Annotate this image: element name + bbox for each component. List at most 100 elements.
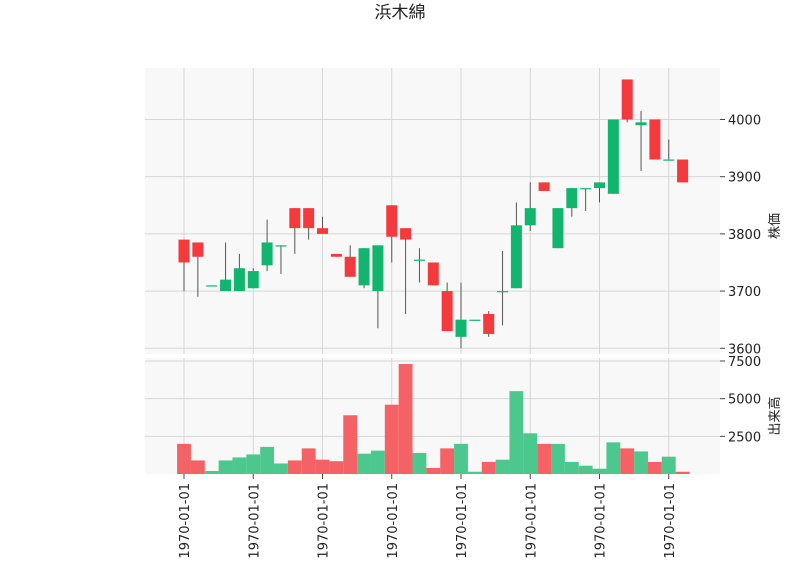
candle-body	[469, 319, 481, 321]
volume-bar	[454, 443, 468, 474]
volume-bar	[481, 461, 496, 474]
candle-body	[261, 242, 273, 266]
candle-body	[317, 228, 328, 234]
volume-bar	[440, 448, 455, 474]
price-axis-label: 株価	[768, 213, 783, 239]
candle-body	[372, 245, 384, 292]
candle-body	[275, 245, 287, 247]
candle-body	[413, 259, 425, 261]
chart-title: 浜木綿	[375, 3, 426, 23]
volume-bar	[606, 442, 621, 474]
volume-bar	[384, 404, 399, 474]
x-tick-label: 1970-01-01	[594, 483, 609, 559]
x-tick-label: 1970-01-01	[386, 483, 401, 559]
volume-bar	[177, 443, 191, 474]
volume-bar	[523, 433, 538, 474]
volume-bar	[246, 454, 261, 474]
candle-body	[206, 285, 218, 287]
volume-bar	[634, 451, 648, 474]
volume-tick-label: 5000	[728, 393, 761, 408]
volume-bar	[661, 456, 676, 474]
volume-bar	[426, 467, 441, 474]
volume-bar	[647, 461, 662, 474]
candle-body	[663, 159, 675, 161]
volume-bar	[357, 453, 371, 474]
volume-bar	[564, 461, 579, 474]
price-tick-label: 4000	[728, 113, 761, 128]
x-tick-label: 1970-01-01	[524, 483, 539, 559]
candle-body	[427, 262, 439, 286]
candle-body	[178, 239, 190, 263]
volume-axis-label: 出来高	[767, 396, 783, 435]
price-tick-label: 3900	[728, 171, 761, 186]
candle-body	[289, 208, 301, 229]
x-tick-label: 1970-01-01	[455, 483, 470, 559]
volume-tick-label: 7500	[728, 355, 761, 370]
candle-body	[510, 225, 522, 289]
candle-body	[621, 79, 633, 120]
volume-bar	[509, 391, 524, 474]
volume-bar	[398, 364, 413, 474]
volume-bar	[232, 457, 247, 474]
volume-bar	[578, 465, 593, 474]
candle-body	[677, 159, 689, 183]
candle-body	[524, 208, 536, 226]
price-tick-label: 3600	[728, 342, 761, 357]
x-tick-label: 1970-01-01	[663, 483, 678, 559]
candles	[178, 79, 689, 349]
candle-body	[386, 205, 398, 237]
candle-body	[552, 208, 564, 249]
candle-body	[455, 319, 467, 337]
candle-body	[649, 119, 661, 160]
candle-body	[497, 291, 509, 293]
x-tick-label: 1970-01-01	[247, 483, 262, 559]
candle-body	[566, 188, 578, 209]
volume-tick-label: 2500	[728, 430, 761, 445]
volume-bar	[495, 459, 510, 474]
candle-body	[635, 122, 647, 126]
volume-bar	[315, 459, 330, 474]
volume-bar	[537, 443, 552, 474]
candle-body	[594, 182, 605, 189]
volume-bar	[370, 450, 385, 474]
candle-body	[247, 271, 259, 289]
candle-body	[607, 119, 619, 194]
volume-bar	[274, 463, 288, 474]
volume-bar	[301, 448, 316, 474]
volume-bar	[204, 470, 219, 474]
volume-bar	[620, 448, 635, 474]
candle-body	[483, 313, 495, 334]
volume-bar	[592, 468, 607, 474]
candle-body	[220, 279, 232, 292]
volume-bar	[287, 460, 302, 474]
candle-body	[233, 268, 245, 292]
volume-bar	[190, 460, 205, 474]
volume-bar	[551, 443, 565, 474]
candle-body	[400, 228, 412, 240]
candle-body	[330, 253, 342, 257]
volume-bar	[467, 471, 482, 474]
candle-body	[344, 256, 356, 277]
x-tick-label: 1970-01-01	[317, 483, 332, 559]
x-axis: 1970-01-01 1970-01-01 1970-01-01 1970-01-01…	[178, 474, 678, 559]
volume-axis: 2500 5000 7500	[720, 355, 761, 445]
price-tick-label: 3800	[728, 228, 761, 243]
candle-body	[303, 208, 315, 229]
x-tick-label: 1970-01-01	[178, 483, 193, 559]
volume-bar	[329, 461, 344, 474]
price-axis: 3600 3700 3800 3900 4000	[720, 113, 761, 357]
volume-bar	[675, 471, 690, 474]
candle-body	[580, 188, 592, 190]
candle-body	[192, 242, 204, 257]
price-tick-label: 3700	[728, 285, 761, 300]
volume-bar	[260, 446, 275, 474]
candle-body	[538, 182, 550, 191]
volume-bar	[343, 415, 358, 474]
candle-body	[358, 248, 370, 286]
volume-bars	[177, 364, 690, 474]
candle-body	[441, 291, 453, 332]
volume-bar	[412, 452, 427, 474]
volume-bar	[218, 460, 233, 474]
price-panel	[145, 68, 720, 354]
